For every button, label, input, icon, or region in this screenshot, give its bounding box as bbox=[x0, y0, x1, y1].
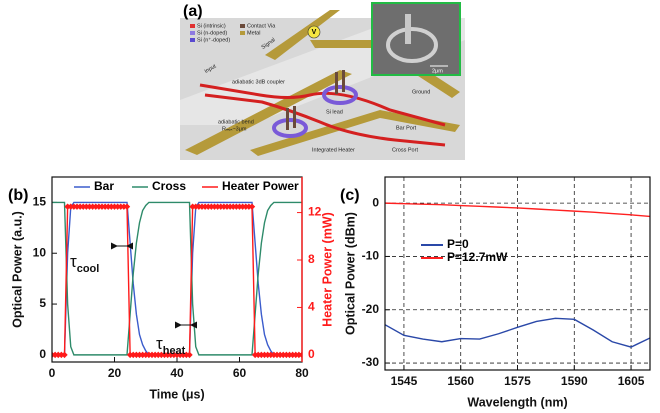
x-tick-label: 60 bbox=[233, 366, 247, 380]
lead-label: Si lead bbox=[326, 109, 343, 115]
legend-label: Si (intrinsic) bbox=[197, 23, 226, 29]
series-line bbox=[52, 201, 302, 356]
x-tick-label: 80 bbox=[295, 366, 309, 380]
panel-a: (a) Si (intrinsic) Si (n-doped) Si (n⁺-d… bbox=[180, 2, 465, 160]
series-line bbox=[385, 202, 650, 218]
legend-label: Heater Power bbox=[222, 179, 299, 193]
annotation-arrow bbox=[126, 242, 133, 250]
y-tick-label: 0 bbox=[39, 347, 46, 361]
waveguide bbox=[199, 83, 446, 127]
series-marker bbox=[61, 351, 68, 359]
bar-port-label: Bar Port bbox=[396, 125, 417, 131]
ground-rail bbox=[185, 70, 352, 155]
legend-label: P=0 bbox=[447, 237, 469, 251]
annotation-subscript: cool bbox=[77, 263, 100, 275]
y-tick-label: 0 bbox=[372, 195, 379, 209]
annotation: τcool bbox=[70, 252, 99, 274]
plot-frame bbox=[384, 176, 651, 371]
legend-label: Si (n⁺-doped) bbox=[197, 36, 230, 43]
annotation-arrow bbox=[190, 321, 197, 329]
voltage-label: V bbox=[312, 29, 317, 36]
y-tick-label: -10 bbox=[362, 249, 380, 263]
cross-port-label: Cross Port bbox=[392, 147, 418, 153]
y2-tick-label: 8 bbox=[308, 252, 315, 266]
panel-label: (b) bbox=[8, 187, 28, 204]
legend-label: Cross bbox=[152, 179, 186, 193]
annotation-symbol: τ bbox=[70, 252, 77, 271]
y-tick-label: 5 bbox=[39, 296, 46, 310]
y-tick-label: 10 bbox=[33, 245, 47, 259]
x-tick-label: 1605 bbox=[618, 374, 645, 388]
panel-label: (c) bbox=[340, 187, 360, 204]
coupler-label: adiabatic 3dB coupler bbox=[232, 79, 285, 85]
legend-label: Si (n-doped) bbox=[197, 30, 227, 36]
legend-swatch bbox=[190, 38, 195, 42]
x-axis-label: Wavelength (nm) bbox=[467, 395, 567, 409]
series-marker bbox=[186, 351, 193, 359]
legend-swatch bbox=[240, 24, 245, 28]
y-tick-label: -20 bbox=[362, 302, 380, 316]
series-marker bbox=[298, 351, 302, 359]
y-axis-label: Optical Power (dBm) bbox=[343, 212, 357, 335]
scale-label: 2μm bbox=[432, 68, 443, 74]
panel-label: (a) bbox=[183, 3, 203, 20]
sem-via bbox=[405, 14, 411, 44]
sem-ring bbox=[386, 27, 438, 63]
input-label: Input bbox=[204, 63, 218, 75]
legend-label: Contact Via bbox=[247, 23, 276, 29]
via bbox=[335, 72, 338, 94]
via bbox=[342, 70, 345, 92]
voltage-source bbox=[307, 25, 321, 39]
legend-label: Bar bbox=[94, 179, 114, 193]
annotation-symbol: τ bbox=[156, 334, 163, 353]
legend-label: Metal bbox=[247, 30, 260, 36]
series-marker bbox=[123, 203, 131, 210]
x-axis-label: Time (μs) bbox=[149, 387, 204, 401]
bend-label: adiabatic bend bbox=[218, 119, 254, 125]
x-tick-label: 1545 bbox=[391, 374, 418, 388]
sem-inset bbox=[371, 2, 461, 76]
series-line bbox=[385, 317, 650, 348]
series-marker bbox=[248, 203, 256, 210]
legend-label: P=12.7mW bbox=[447, 250, 508, 264]
ring-heater bbox=[322, 85, 358, 105]
y2-tick-label: 4 bbox=[308, 300, 315, 314]
y2-tick-label: 12 bbox=[308, 205, 322, 219]
y2-axis-label: Heater Power (mW) bbox=[320, 212, 334, 327]
annotation-subscript: heat bbox=[163, 345, 186, 357]
x-tick-label: 1560 bbox=[447, 374, 474, 388]
x-tick-label: 1575 bbox=[504, 374, 531, 388]
via bbox=[286, 108, 289, 130]
y2-tick-label: 0 bbox=[308, 347, 315, 361]
annotation-arrow bbox=[175, 321, 182, 329]
y-axis-label: Optical Power (a.u.) bbox=[10, 211, 24, 328]
via bbox=[293, 106, 296, 128]
x-tick-label: 1590 bbox=[561, 374, 588, 388]
annotation-arrow bbox=[111, 242, 118, 250]
signal-rail bbox=[265, 10, 340, 60]
legend-swatch bbox=[240, 31, 245, 35]
legend-swatch bbox=[190, 31, 195, 35]
radius-label: Rₘᵢₙ~3μm bbox=[222, 126, 247, 132]
x-tick-label: 0 bbox=[49, 366, 56, 380]
ground-label: Ground bbox=[412, 89, 430, 95]
x-tick-label: 40 bbox=[170, 366, 184, 380]
ring-heater bbox=[272, 118, 308, 138]
annotation: τheat bbox=[156, 334, 186, 356]
heater-label: Integrated Heater bbox=[312, 147, 355, 153]
y-tick-label: -30 bbox=[362, 355, 380, 369]
legend-swatch bbox=[190, 24, 195, 28]
waveguide bbox=[204, 93, 446, 147]
x-tick-label: 20 bbox=[108, 366, 122, 380]
y-tick-label: 15 bbox=[33, 195, 47, 209]
cross-rail bbox=[250, 110, 460, 156]
